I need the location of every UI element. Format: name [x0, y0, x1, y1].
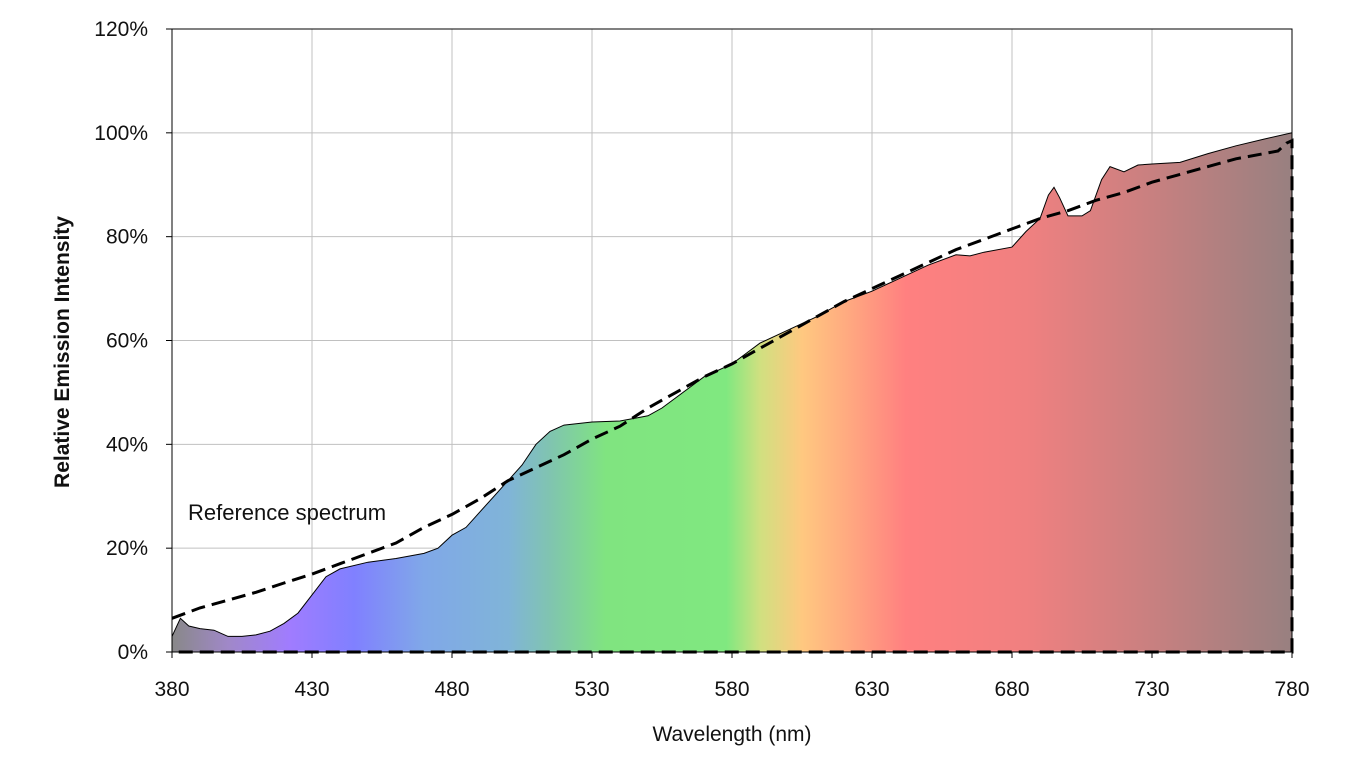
- y-tick-label: 40%: [106, 433, 148, 456]
- x-tick-label: 380: [154, 678, 189, 701]
- y-tick-label: 20%: [106, 537, 148, 560]
- y-axis-label: Relative Emission Intensity: [51, 216, 74, 488]
- x-axis-label: Wavelength (nm): [652, 723, 811, 746]
- x-axis: 380 430 480 530 580 630 680 730 780: [154, 652, 1310, 701]
- x-tick-label: 530: [574, 678, 609, 701]
- y-tick-label: 0%: [118, 641, 148, 664]
- y-tick-label: 60%: [106, 330, 148, 353]
- x-tick-label: 730: [1134, 678, 1169, 701]
- x-tick-label: 580: [714, 678, 749, 701]
- x-tick-label: 780: [1274, 678, 1309, 701]
- y-tick-label: 120%: [94, 18, 148, 41]
- emission-area: [171, 132, 1293, 653]
- y-tick-label: 80%: [106, 226, 148, 249]
- reference-line: [171, 138, 1294, 654]
- y-tick-label: 100%: [94, 122, 148, 145]
- x-tick-label: 430: [294, 678, 329, 701]
- x-tick-label: 680: [994, 678, 1029, 701]
- annotation-reference: Reference spectrum: [188, 500, 386, 525]
- x-tick-label: 630: [854, 678, 889, 701]
- x-tick-label: 480: [434, 678, 469, 701]
- y-axis: 0% 20% 40% 60% 80% 100% 120%: [94, 18, 172, 664]
